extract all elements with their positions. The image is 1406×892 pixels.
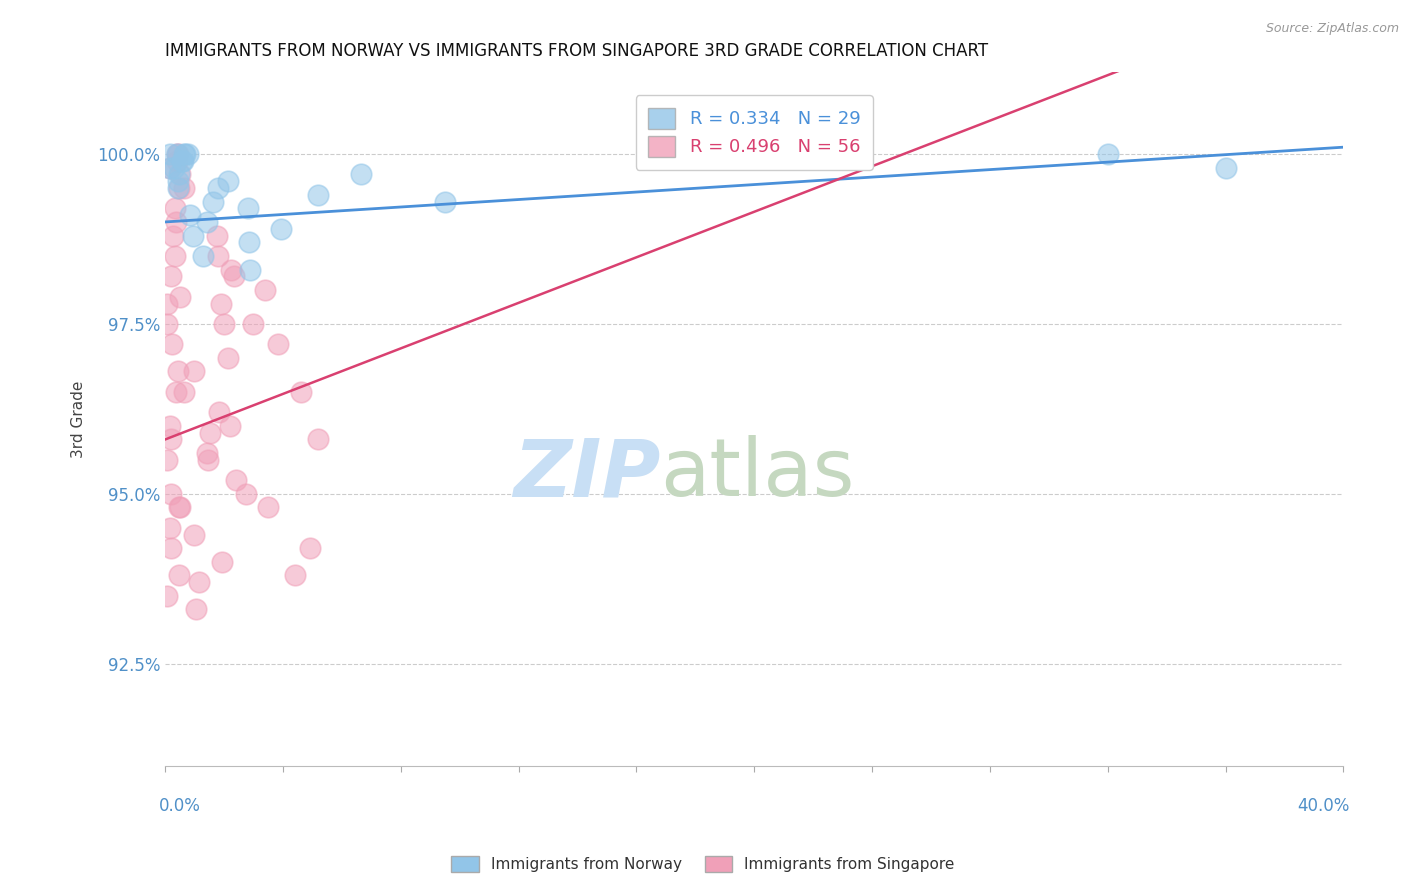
Text: ZIP: ZIP <box>513 435 659 514</box>
Point <box>211 555 233 569</box>
Point <box>167 167 190 181</box>
Legend: R = 0.334   N = 29, R = 0.496   N = 56: R = 0.334 N = 29, R = 0.496 N = 56 <box>636 95 873 169</box>
Point <box>172 153 194 168</box>
Point <box>242 317 264 331</box>
Point <box>257 500 280 515</box>
Point <box>156 452 179 467</box>
Point <box>191 249 214 263</box>
Point <box>165 249 187 263</box>
Point <box>169 181 191 195</box>
Point <box>197 452 219 467</box>
Point <box>156 296 179 310</box>
Text: 0.0%: 0.0% <box>159 797 201 815</box>
Point <box>177 147 200 161</box>
Point <box>183 527 205 541</box>
Point <box>169 290 191 304</box>
Point <box>167 364 190 378</box>
Point <box>235 487 257 501</box>
Point <box>160 337 183 351</box>
Point <box>236 202 259 216</box>
Point <box>173 147 195 161</box>
Point <box>167 174 190 188</box>
Point <box>169 167 191 181</box>
Point <box>188 575 211 590</box>
Point <box>207 181 229 195</box>
Point <box>205 228 228 243</box>
Point <box>173 384 195 399</box>
Point <box>197 215 219 229</box>
Point <box>434 194 457 209</box>
Point <box>183 364 205 378</box>
Point <box>209 296 232 310</box>
Text: 40.0%: 40.0% <box>1296 797 1350 815</box>
Point <box>166 153 188 168</box>
Point <box>298 541 321 556</box>
Point <box>159 418 181 433</box>
Point <box>160 433 183 447</box>
Point <box>181 228 204 243</box>
Point <box>238 235 260 250</box>
Legend: Immigrants from Norway, Immigrants from Singapore: Immigrants from Norway, Immigrants from … <box>443 848 963 880</box>
Point <box>1215 161 1237 175</box>
Point <box>350 167 373 181</box>
Point <box>156 589 179 603</box>
Point <box>173 181 195 195</box>
Point <box>239 262 262 277</box>
Point <box>159 521 181 535</box>
Point <box>217 174 239 188</box>
Text: atlas: atlas <box>659 435 855 514</box>
Point <box>186 602 208 616</box>
Point <box>159 161 181 175</box>
Point <box>253 283 276 297</box>
Point <box>217 351 239 365</box>
Point <box>222 269 245 284</box>
Point <box>198 425 221 440</box>
Point <box>166 147 188 161</box>
Point <box>195 446 218 460</box>
Point <box>225 473 247 487</box>
Point <box>219 418 242 433</box>
Text: Source: ZipAtlas.com: Source: ZipAtlas.com <box>1265 22 1399 36</box>
Point <box>159 269 181 284</box>
Point <box>162 228 184 243</box>
Point <box>284 568 307 582</box>
Point <box>307 187 329 202</box>
Point <box>165 215 187 229</box>
Point <box>172 153 194 168</box>
Text: IMMIGRANTS FROM NORWAY VS IMMIGRANTS FROM SINGAPORE 3RD GRADE CORRELATION CHART: IMMIGRANTS FROM NORWAY VS IMMIGRANTS FRO… <box>166 42 988 60</box>
Point <box>163 161 186 175</box>
Point <box>1097 147 1119 161</box>
Point <box>290 384 312 399</box>
Point <box>167 500 190 515</box>
Point <box>163 202 186 216</box>
Point <box>207 405 229 419</box>
Point <box>166 147 188 161</box>
Point <box>159 161 181 175</box>
Point <box>166 147 188 161</box>
Point <box>267 337 290 351</box>
Point <box>173 147 195 161</box>
Point <box>167 181 190 195</box>
Point <box>801 147 824 161</box>
Point <box>202 194 225 209</box>
Point <box>270 221 292 235</box>
Point <box>308 433 330 447</box>
Point <box>169 500 191 515</box>
Point <box>179 208 201 222</box>
Point <box>159 147 181 161</box>
Point <box>160 541 183 556</box>
Y-axis label: 3rd Grade: 3rd Grade <box>72 380 86 458</box>
Point <box>160 487 183 501</box>
Point <box>156 317 179 331</box>
Point <box>167 568 190 582</box>
Point <box>212 317 235 331</box>
Point <box>221 262 243 277</box>
Point <box>207 249 229 263</box>
Point <box>165 384 187 399</box>
